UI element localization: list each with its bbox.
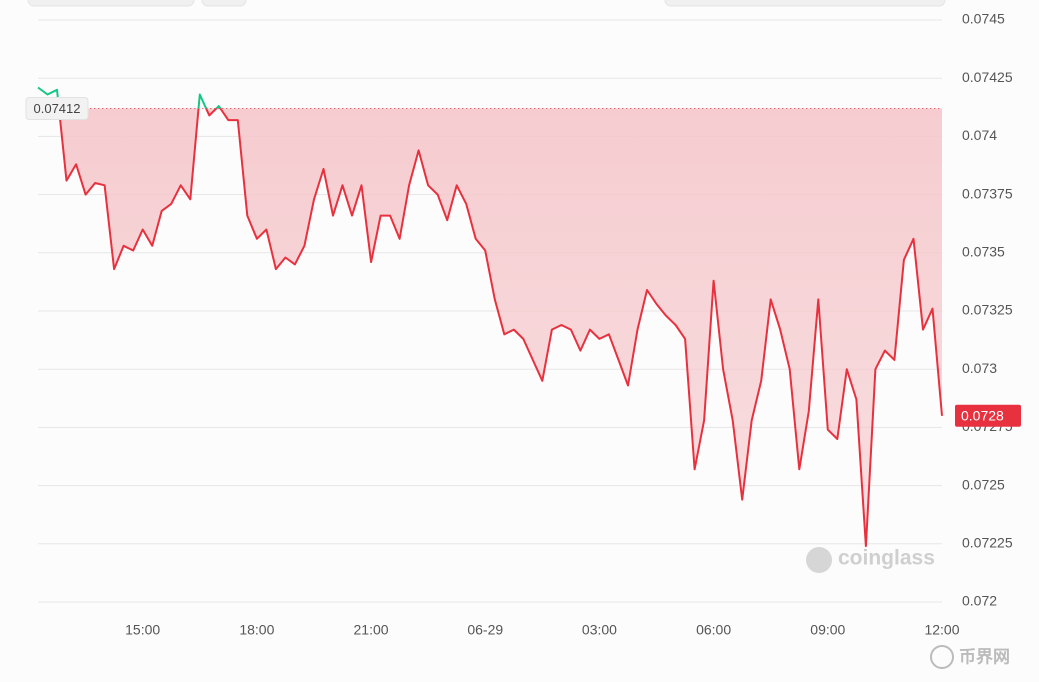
y-tick-label: 0.07425 [962,69,1013,85]
x-tick-label: 21:00 [354,622,389,638]
y-tick-label: 0.0725 [962,476,1005,492]
y-tick-label: 0.072 [962,593,997,609]
y-tick-label: 0.073 [962,360,997,376]
credit-logo [930,645,954,669]
x-tick-label: 12:00 [924,622,959,638]
y-tick-label: 0.07225 [962,535,1013,551]
y-tick-label: 0.0735 [962,244,1005,260]
line [57,108,943,548]
y-tick-label: 0.0745 [962,11,1005,27]
x-tick-label: 18:00 [239,622,274,638]
watermark: coinglass [838,547,935,570]
x-tick-label: 06:00 [696,622,731,638]
tab-group[interactable] [664,0,946,7]
watermark-logo [806,547,832,573]
x-tick-label: 09:00 [810,622,845,638]
baseline-label: 0.07412 [34,101,81,116]
x-tick-label: 03:00 [582,622,617,638]
last-price-label: 0.0728 [961,407,1004,423]
baseline-tag [25,96,89,120]
x-tick-label: 15:00 [125,622,160,638]
y-tick-label: 0.07325 [962,302,1013,318]
last-price-tag [955,404,1021,427]
credit: 币界网 [959,647,1010,666]
y-tick-label: 0.07375 [962,185,1013,201]
tab-button[interactable] [201,0,247,7]
y-tick-label: 0.074 [962,127,997,143]
area [38,108,942,547]
x-tick-label: 06-29 [467,622,503,638]
tab-group[interactable] [27,0,195,7]
